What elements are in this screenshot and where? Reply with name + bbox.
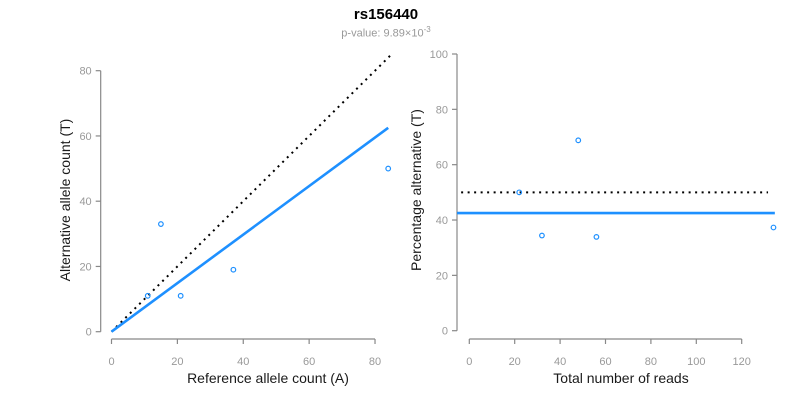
data-point (177, 292, 184, 299)
x-tick-label: 20 (509, 356, 521, 368)
x-axis-title: Total number of reads (553, 370, 688, 386)
x-tick-label: 100 (687, 356, 705, 368)
data-point (575, 137, 582, 144)
x-axis-title: Reference allele count (A) (187, 370, 349, 386)
x-tick-label: 40 (554, 356, 566, 368)
x-tick-label: 60 (599, 356, 611, 368)
pvalue-exponent: -3 (423, 25, 431, 34)
x-tick-label: 0 (108, 356, 114, 368)
pvalue-text: p-value: 9.89×10 (341, 27, 424, 40)
data-point (144, 292, 151, 299)
x-tick-label: 80 (369, 356, 381, 368)
data-point (516, 189, 523, 196)
y-tick-label: 60 (79, 131, 91, 143)
fit-line (110, 126, 389, 333)
x-tick-label: 80 (645, 356, 657, 368)
data-point (593, 233, 600, 240)
data-point (385, 165, 392, 172)
y-tick-label: 40 (436, 215, 448, 227)
y-tick-label: 0 (442, 326, 448, 338)
y-tick-label: 20 (436, 270, 448, 282)
y-axis-title: Alternative allele count (T) (57, 119, 73, 282)
y-tick-label: 0 (86, 327, 92, 339)
data-point (158, 221, 164, 227)
x-tick-label: 0 (466, 356, 472, 368)
y-tick-label: 60 (436, 160, 448, 172)
x-tick-label: 40 (237, 356, 249, 368)
data-point (770, 224, 777, 231)
y-tick-label: 80 (79, 66, 91, 78)
data-point (230, 266, 237, 273)
identity-line (110, 52, 394, 333)
y-axis-title: Percentage alternative (T) (408, 109, 424, 271)
y-tick-label: 100 (430, 49, 448, 61)
x-tick-label: 120 (733, 356, 751, 368)
plot-panel-2: 0 20 40 60 80 100 0 20 40 60 80 100 120 Total number … (408, 49, 777, 386)
figure-subtitle: p-value: 9.89×10-3 (341, 25, 430, 40)
plot-panel-1: 0 20 40 60 80 0 20 40 60 80 Reference allele count… (57, 52, 394, 386)
x-tick-label: 20 (171, 356, 183, 368)
y-tick-label: 40 (79, 196, 91, 208)
x-tick-label: 60 (303, 356, 315, 368)
data-point (539, 232, 545, 239)
figure-title: rs156440 (353, 6, 419, 23)
y-tick-label: 80 (436, 104, 448, 116)
y-tick-label: 20 (79, 261, 91, 273)
